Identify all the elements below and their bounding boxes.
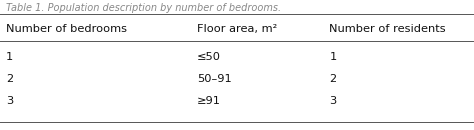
Text: Table 1. Population description by number of bedrooms.: Table 1. Population description by numbe… bbox=[6, 3, 281, 13]
Text: 1: 1 bbox=[6, 52, 13, 61]
Text: 2: 2 bbox=[6, 74, 13, 84]
Text: 3: 3 bbox=[6, 96, 13, 106]
Text: Number of residents: Number of residents bbox=[329, 24, 446, 34]
Text: Floor area, m²: Floor area, m² bbox=[197, 24, 277, 34]
Text: 2: 2 bbox=[329, 74, 337, 84]
Text: 3: 3 bbox=[329, 96, 337, 106]
Text: Number of bedrooms: Number of bedrooms bbox=[6, 24, 127, 34]
Text: ≤50: ≤50 bbox=[197, 52, 221, 61]
Text: 1: 1 bbox=[329, 52, 337, 61]
Text: 50–91: 50–91 bbox=[197, 74, 231, 84]
Text: ≥91: ≥91 bbox=[197, 96, 221, 106]
